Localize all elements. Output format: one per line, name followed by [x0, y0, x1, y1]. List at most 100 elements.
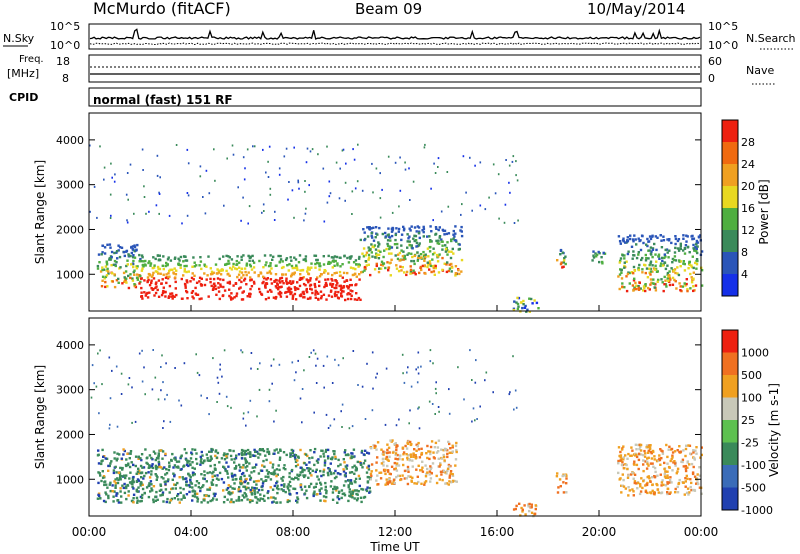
range-gate-cell [348, 255, 352, 259]
range-gate-cell [647, 456, 650, 459]
range-gate-cell [168, 461, 171, 464]
range-gate-cell [356, 497, 359, 500]
range-gate-cell [342, 458, 345, 461]
range-gate-cell [394, 161, 397, 164]
range-gate-cell [369, 472, 373, 476]
range-gate-cell [228, 274, 231, 277]
velocity-panel-frame [88, 317, 702, 517]
range-gate-cell [309, 482, 313, 486]
range-gate-cell [353, 480, 356, 483]
range-gate-cell [297, 179, 299, 182]
range-gate-cell [623, 254, 626, 257]
range-gate-cell [413, 239, 416, 243]
range-gate-cell [676, 485, 679, 489]
range-gate-cell [164, 452, 167, 456]
range-gate-cell [345, 467, 348, 470]
range-gate-cell [381, 188, 383, 191]
colorbar-swatch [722, 420, 738, 443]
range-gate-cell [370, 232, 373, 235]
range-gate-cell [435, 253, 439, 257]
range-gate-cell [241, 291, 244, 294]
range-gate-cell [684, 244, 688, 247]
range-gate-cell [161, 467, 164, 470]
range-gate-cell [157, 267, 160, 271]
range-gate-cell [647, 464, 650, 467]
range-gate-cell [354, 267, 357, 271]
range-gate-cell [302, 296, 305, 299]
range-gate-cell [692, 449, 695, 452]
range-gate-cell [105, 269, 108, 272]
range-gate-cell [210, 284, 213, 288]
range-gate-cell [146, 276, 150, 279]
nsky-trace [89, 28, 701, 40]
range-gate-cell [649, 278, 653, 281]
range-gate-cell [331, 491, 335, 494]
range-gate-cell [324, 269, 327, 273]
range-gate-cell [508, 164, 511, 167]
range-gate-cell [517, 296, 521, 300]
range-gate-cell [177, 257, 180, 260]
range-gate-cell [184, 259, 187, 262]
range-gate-cell [426, 235, 429, 238]
range-gate-cell [111, 369, 113, 372]
range-gate-cell [700, 250, 704, 253]
range-gate-cell [108, 258, 111, 261]
range-gate-cell [263, 499, 266, 502]
range-gate-cell [143, 185, 145, 188]
range-gate-cell [101, 266, 104, 269]
range-gate-cell [171, 297, 174, 300]
range-gate-cell [243, 480, 246, 484]
range-gate-cell [148, 210, 150, 213]
range-gate-cell [266, 491, 269, 495]
range-gate-cell [324, 450, 327, 453]
range-gate-cell [304, 259, 308, 263]
range-gate-cell [153, 264, 156, 267]
range-gate-cell [177, 460, 181, 463]
range-gate-cell [660, 246, 664, 249]
range-gate-cell [176, 481, 179, 485]
range-gate-cell [425, 452, 428, 455]
range-gate-cell [444, 248, 448, 251]
range-gate-cell [290, 477, 293, 480]
cpid-label: CPID [9, 91, 38, 104]
range-gate-cell [150, 456, 153, 460]
range-gate-cell [211, 499, 214, 502]
range-gate-cell [154, 495, 158, 498]
range-gate-cell [388, 451, 391, 454]
range-gate-cell [419, 469, 422, 472]
range-gate-cell [400, 244, 403, 247]
range-gate-cell [202, 196, 204, 198]
range-gate-cell [129, 471, 132, 474]
range-gate-cell [688, 251, 691, 254]
range-gate-cell [284, 273, 287, 276]
range-gate-cell [144, 294, 147, 297]
range-gate-cell [412, 237, 415, 240]
range-gate-cell [115, 250, 119, 253]
range-gate-cell [317, 458, 320, 461]
range-gate-cell [390, 234, 394, 238]
range-gate-cell [149, 466, 152, 469]
range-gate-cell [137, 479, 141, 482]
range-gate-cell [641, 271, 644, 274]
range-gate-cell [301, 277, 304, 280]
range-gate-cell [101, 476, 105, 479]
range-gate-cell [156, 265, 160, 269]
range-gate-cell [460, 230, 463, 233]
range-gate-cell [127, 286, 131, 290]
range-gate-cell [139, 484, 142, 487]
range-gate-cell [148, 482, 151, 485]
range-gate-cell [143, 279, 146, 282]
range-gate-cell [275, 474, 278, 478]
range-gate-cell [421, 466, 424, 469]
range-gate-cell [366, 226, 369, 229]
range-gate-cell [278, 293, 282, 296]
range-gate-cell [460, 225, 463, 229]
range-gate-cell [206, 471, 209, 475]
range-gate-cell [390, 230, 394, 233]
range-gate-cell [104, 285, 107, 289]
range-gate-cell [619, 454, 623, 457]
range-gate-cell [142, 263, 145, 267]
range-gate-cell [413, 254, 416, 258]
range-gate-cell [664, 267, 668, 271]
range-gate-cell [185, 458, 188, 461]
